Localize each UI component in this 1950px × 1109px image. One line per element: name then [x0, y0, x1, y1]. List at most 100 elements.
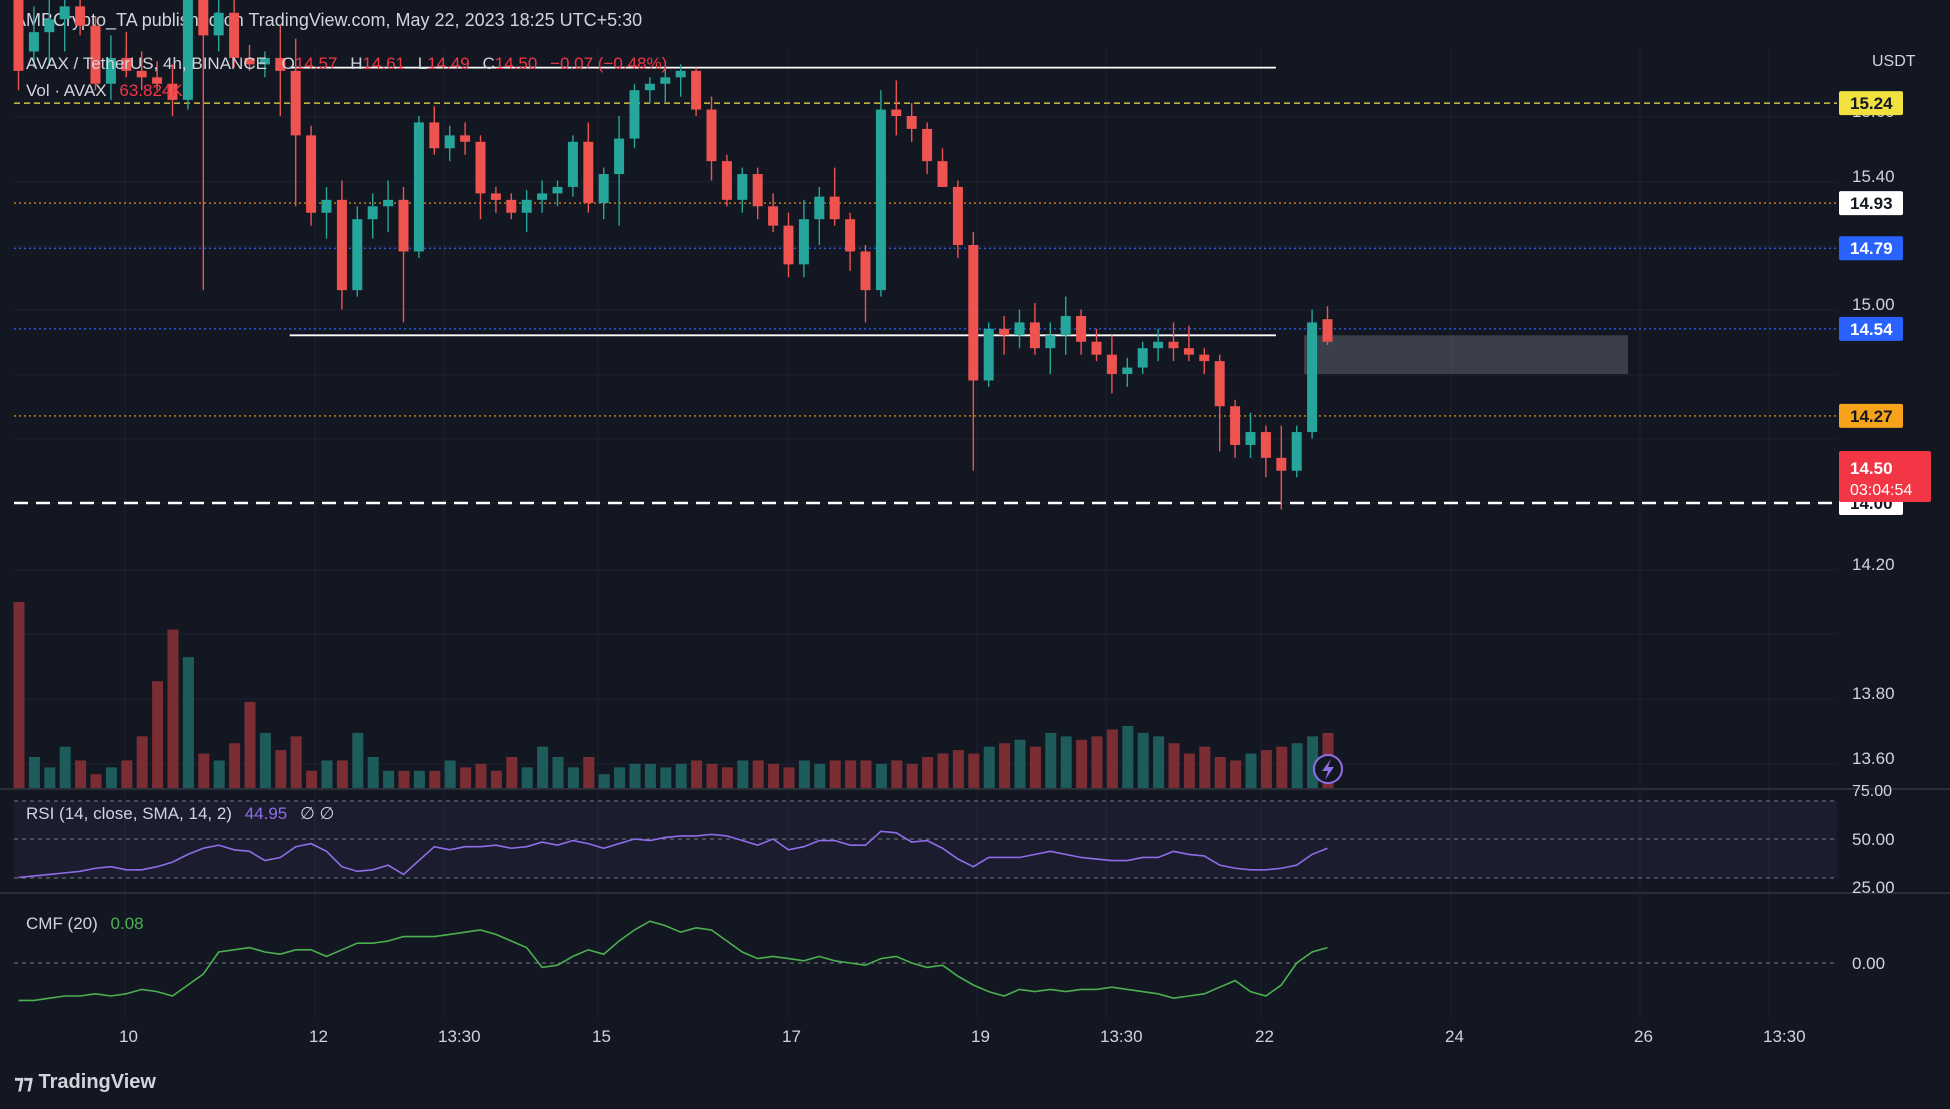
volume-bar	[367, 757, 379, 788]
candle-body	[13, 0, 24, 71]
candle-body	[891, 109, 902, 116]
candle-body	[829, 196, 840, 220]
candle-body	[952, 186, 963, 245]
horizontal-levels[interactable]	[14, 102, 1837, 505]
candle-body	[182, 0, 193, 100]
candle-body	[1091, 341, 1102, 355]
time-axis[interactable]: 10 12 13:30 15 17 19 13:30 22 24 26 13:3…	[119, 1027, 1806, 1046]
legend[interactable]: AVAX / TetherUS, 4h, BINANCE O14.57 H14.…	[26, 54, 667, 933]
volume-bars	[13, 602, 1334, 788]
volume-bar	[1045, 732, 1057, 788]
volume-bar	[583, 757, 595, 788]
volume-bar	[275, 750, 287, 788]
candle-body	[444, 135, 455, 149]
volume-bar	[937, 753, 949, 788]
candle-body	[644, 83, 655, 91]
volume-bar	[598, 774, 610, 788]
candle-body	[75, 6, 86, 26]
price-axis[interactable]: USDT 15.60 15.40 15.00 14.20 13.80 13.60…	[1852, 53, 1916, 973]
volume-bar	[891, 760, 903, 788]
volume-bar	[706, 763, 718, 788]
price-tag-label: 15.24	[1850, 94, 1893, 113]
candle-body	[1322, 319, 1333, 342]
candle-body	[490, 193, 501, 200]
logo-text: TradingView	[38, 1071, 156, 1093]
volume-bar	[167, 629, 179, 788]
price-tick: 13.80	[1852, 684, 1895, 703]
volume-bar	[59, 746, 71, 788]
range-lines[interactable]	[289, 66, 1276, 337]
volume-bar	[413, 770, 425, 788]
candle-body	[152, 77, 163, 84]
candle-body	[475, 141, 486, 194]
candle-body	[306, 135, 317, 213]
candle-body	[768, 206, 779, 226]
volume-bar	[105, 767, 117, 788]
volume-bar	[383, 770, 395, 788]
volume-bar	[798, 760, 810, 788]
price-tag-bg	[1839, 91, 1903, 116]
candle-body	[1060, 315, 1071, 336]
volume-bar	[182, 657, 194, 788]
candles[interactable]	[13, 0, 1333, 510]
volume-bar	[198, 753, 210, 788]
candle-body	[1168, 341, 1179, 349]
candle-body	[1199, 354, 1210, 362]
candle-body	[937, 161, 948, 187]
volume-bar	[737, 760, 749, 788]
price-tag-label: 14.54	[1850, 320, 1893, 339]
candle-body	[367, 206, 378, 220]
lightning-icon[interactable]	[1313, 754, 1343, 784]
volume-bar	[90, 774, 102, 788]
tradingview-logo[interactable]: ⁊⁊ TradingView	[14, 1070, 156, 1095]
volume-bar	[229, 743, 241, 788]
volume-bar	[614, 767, 626, 788]
price-tag-label: 14.93	[1850, 194, 1893, 213]
volume-bar	[721, 767, 733, 788]
candle-body	[752, 174, 763, 207]
candle-body	[121, 57, 132, 71]
candle-body	[1291, 432, 1302, 471]
candle-body	[229, 12, 240, 58]
volume-bar	[1276, 746, 1288, 788]
volume-bar	[1230, 760, 1242, 788]
candle-body	[1260, 432, 1271, 458]
symbol-legend: AVAX / TetherUS, 4h, BINANCE O14.57 H14.…	[26, 54, 667, 73]
candle-body	[398, 199, 409, 252]
candle-body	[90, 25, 101, 84]
price-tag-bg	[1839, 403, 1903, 428]
candle-body	[1214, 361, 1225, 407]
volume-bar	[552, 757, 564, 788]
volume-bar	[691, 760, 703, 788]
volume-bar	[1168, 743, 1180, 788]
volume-bar	[1106, 729, 1118, 788]
volume-bar	[506, 757, 518, 788]
candle-body	[198, 0, 209, 36]
volume-bar	[629, 763, 641, 788]
candle-body	[675, 70, 686, 78]
volume-bar	[75, 760, 87, 788]
time-tick: 22	[1255, 1027, 1274, 1046]
candle-body	[598, 174, 609, 204]
candle-body	[737, 174, 748, 200]
demand-zone[interactable]	[1304, 335, 1628, 374]
price-tag-label: 14.79	[1850, 239, 1893, 258]
volume-bar	[768, 763, 780, 788]
volume-bar	[644, 763, 656, 788]
candle-body	[860, 251, 871, 291]
volume-bar	[1029, 746, 1041, 788]
volume-bar	[490, 770, 502, 788]
price-tag-bg	[1839, 316, 1903, 341]
current-price-tag[interactable]: 14.50 03:04:54	[1839, 451, 1931, 502]
volume-bar	[999, 743, 1011, 788]
candle-body	[691, 70, 702, 110]
candle-body	[521, 199, 532, 213]
volume-bar	[829, 760, 841, 788]
candle-body	[429, 122, 440, 149]
volume-bar	[1291, 743, 1303, 788]
volume-bar	[1260, 750, 1272, 788]
candle-body	[136, 70, 147, 78]
volume-bar	[28, 757, 40, 788]
